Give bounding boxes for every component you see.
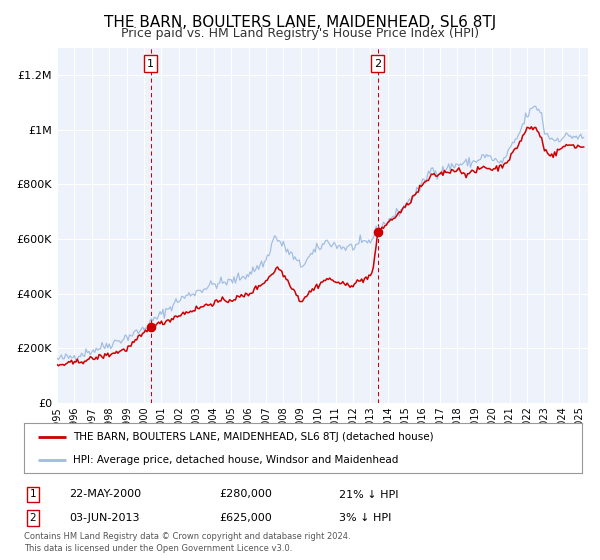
Text: Price paid vs. HM Land Registry's House Price Index (HPI): Price paid vs. HM Land Registry's House … [121,27,479,40]
Text: 1: 1 [147,59,154,69]
Text: THE BARN, BOULTERS LANE, MAIDENHEAD, SL6 8TJ: THE BARN, BOULTERS LANE, MAIDENHEAD, SL6… [104,15,496,30]
Text: 22-MAY-2000: 22-MAY-2000 [69,489,141,500]
Point [373,228,382,237]
Text: £280,000: £280,000 [219,489,272,500]
Text: 3% ↓ HPI: 3% ↓ HPI [339,513,391,523]
Point [146,322,155,331]
Text: HPI: Average price, detached house, Windsor and Maidenhead: HPI: Average price, detached house, Wind… [73,455,398,465]
Text: 2: 2 [374,59,381,69]
Text: Contains HM Land Registry data © Crown copyright and database right 2024.
This d: Contains HM Land Registry data © Crown c… [24,532,350,553]
Text: THE BARN, BOULTERS LANE, MAIDENHEAD, SL6 8TJ (detached house): THE BARN, BOULTERS LANE, MAIDENHEAD, SL6… [73,432,434,442]
Text: 1: 1 [29,489,37,500]
Text: 21% ↓ HPI: 21% ↓ HPI [339,489,398,500]
Text: 2: 2 [29,513,37,523]
Text: £625,000: £625,000 [219,513,272,523]
Text: 03-JUN-2013: 03-JUN-2013 [69,513,139,523]
